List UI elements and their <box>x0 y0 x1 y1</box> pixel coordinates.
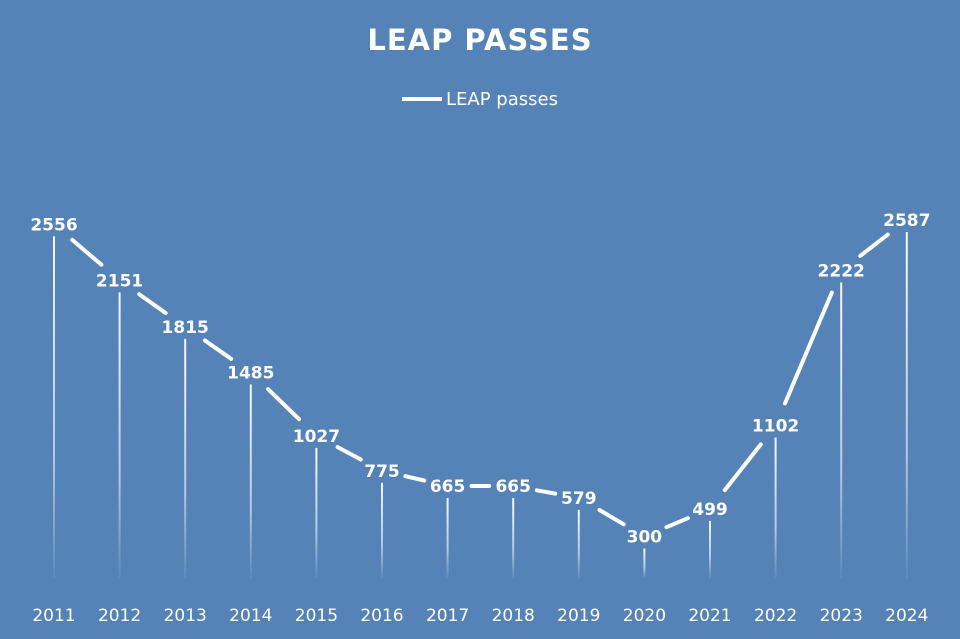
drop-line-2013 <box>184 338 187 578</box>
data-label-2022: 1102 <box>752 417 799 437</box>
series-segment-2013-2014 <box>202 338 234 361</box>
x-tick-label-2016: 2016 <box>360 606 403 626</box>
drop-line-2012 <box>118 292 121 578</box>
x-tick-label-2013: 2013 <box>164 606 207 626</box>
drop-line-2023 <box>840 282 843 578</box>
series-segment-2012-2013 <box>137 292 168 315</box>
data-label-2024: 2587 <box>883 211 930 231</box>
drop-line-2017 <box>446 497 449 578</box>
drop-line-2020 <box>643 548 646 578</box>
data-label-2016: 775 <box>364 462 400 482</box>
x-tick-label-2023: 2023 <box>820 606 863 626</box>
drop-lines <box>53 232 908 578</box>
data-label-2012: 2151 <box>96 271 143 291</box>
series-segment-2014-2015 <box>266 387 302 422</box>
drop-line-2011 <box>53 236 55 578</box>
x-axis-ticks: 2011 2012 2013 2014 2015 2016 2017 2018 2019 2020… <box>32 606 928 626</box>
series-segment-2021-2022 <box>722 442 763 493</box>
drop-line-2015 <box>315 447 318 578</box>
data-label-2018: 665 <box>495 477 531 497</box>
drop-line-2019 <box>577 509 580 578</box>
data-label-2019: 579 <box>561 489 597 509</box>
drop-line-2014 <box>249 384 252 578</box>
drop-line-2021 <box>709 520 711 578</box>
x-tick-label-2018: 2018 <box>492 606 535 626</box>
data-label-2014: 1485 <box>227 364 274 384</box>
series-segment-2019-2020 <box>597 508 626 527</box>
legend: LEAP passes <box>402 89 558 110</box>
series-segment-2018-2019 <box>534 488 558 496</box>
series-segment-2023-2024 <box>858 232 890 258</box>
series-segment-2015-2016 <box>335 445 363 462</box>
drop-line-2022 <box>774 437 777 578</box>
x-tick-label-2021: 2021 <box>688 606 731 626</box>
data-label-2021: 499 <box>692 500 728 520</box>
legend-label: LEAP passes <box>446 89 558 110</box>
x-tick-label-2015: 2015 <box>295 606 338 626</box>
drop-line-2024 <box>905 232 908 578</box>
data-label-2013: 1815 <box>162 318 209 338</box>
x-tick-label-2017: 2017 <box>426 606 469 626</box>
series-segment-2022-2023 <box>783 290 834 406</box>
x-tick-label-2024: 2024 <box>885 606 928 626</box>
data-label-2017: 665 <box>430 477 466 497</box>
data-label-2015: 1027 <box>293 427 340 447</box>
series-segment-2011-2012 <box>70 237 104 267</box>
data-label-2023: 2222 <box>818 262 865 282</box>
chart-title: LEAP PASSES <box>367 23 592 57</box>
data-label-2011: 2556 <box>30 215 77 235</box>
series-segment-2020-2021 <box>664 516 690 530</box>
data-labels: 2556 2151 1815 1485 1027 775 665 665 579 300 499 11… <box>30 211 930 548</box>
data-label-2020: 300 <box>627 528 663 548</box>
series-segment-2016-2017 <box>403 474 427 483</box>
x-tick-label-2011: 2011 <box>32 606 75 626</box>
drop-line-2016 <box>381 482 383 578</box>
x-tick-label-2022: 2022 <box>754 606 797 626</box>
x-tick-label-2012: 2012 <box>98 606 141 626</box>
x-tick-label-2014: 2014 <box>229 606 272 626</box>
series-line <box>70 232 890 530</box>
x-tick-label-2020: 2020 <box>623 606 666 626</box>
drop-line-2018 <box>512 497 515 578</box>
x-tick-label-2019: 2019 <box>557 606 600 626</box>
